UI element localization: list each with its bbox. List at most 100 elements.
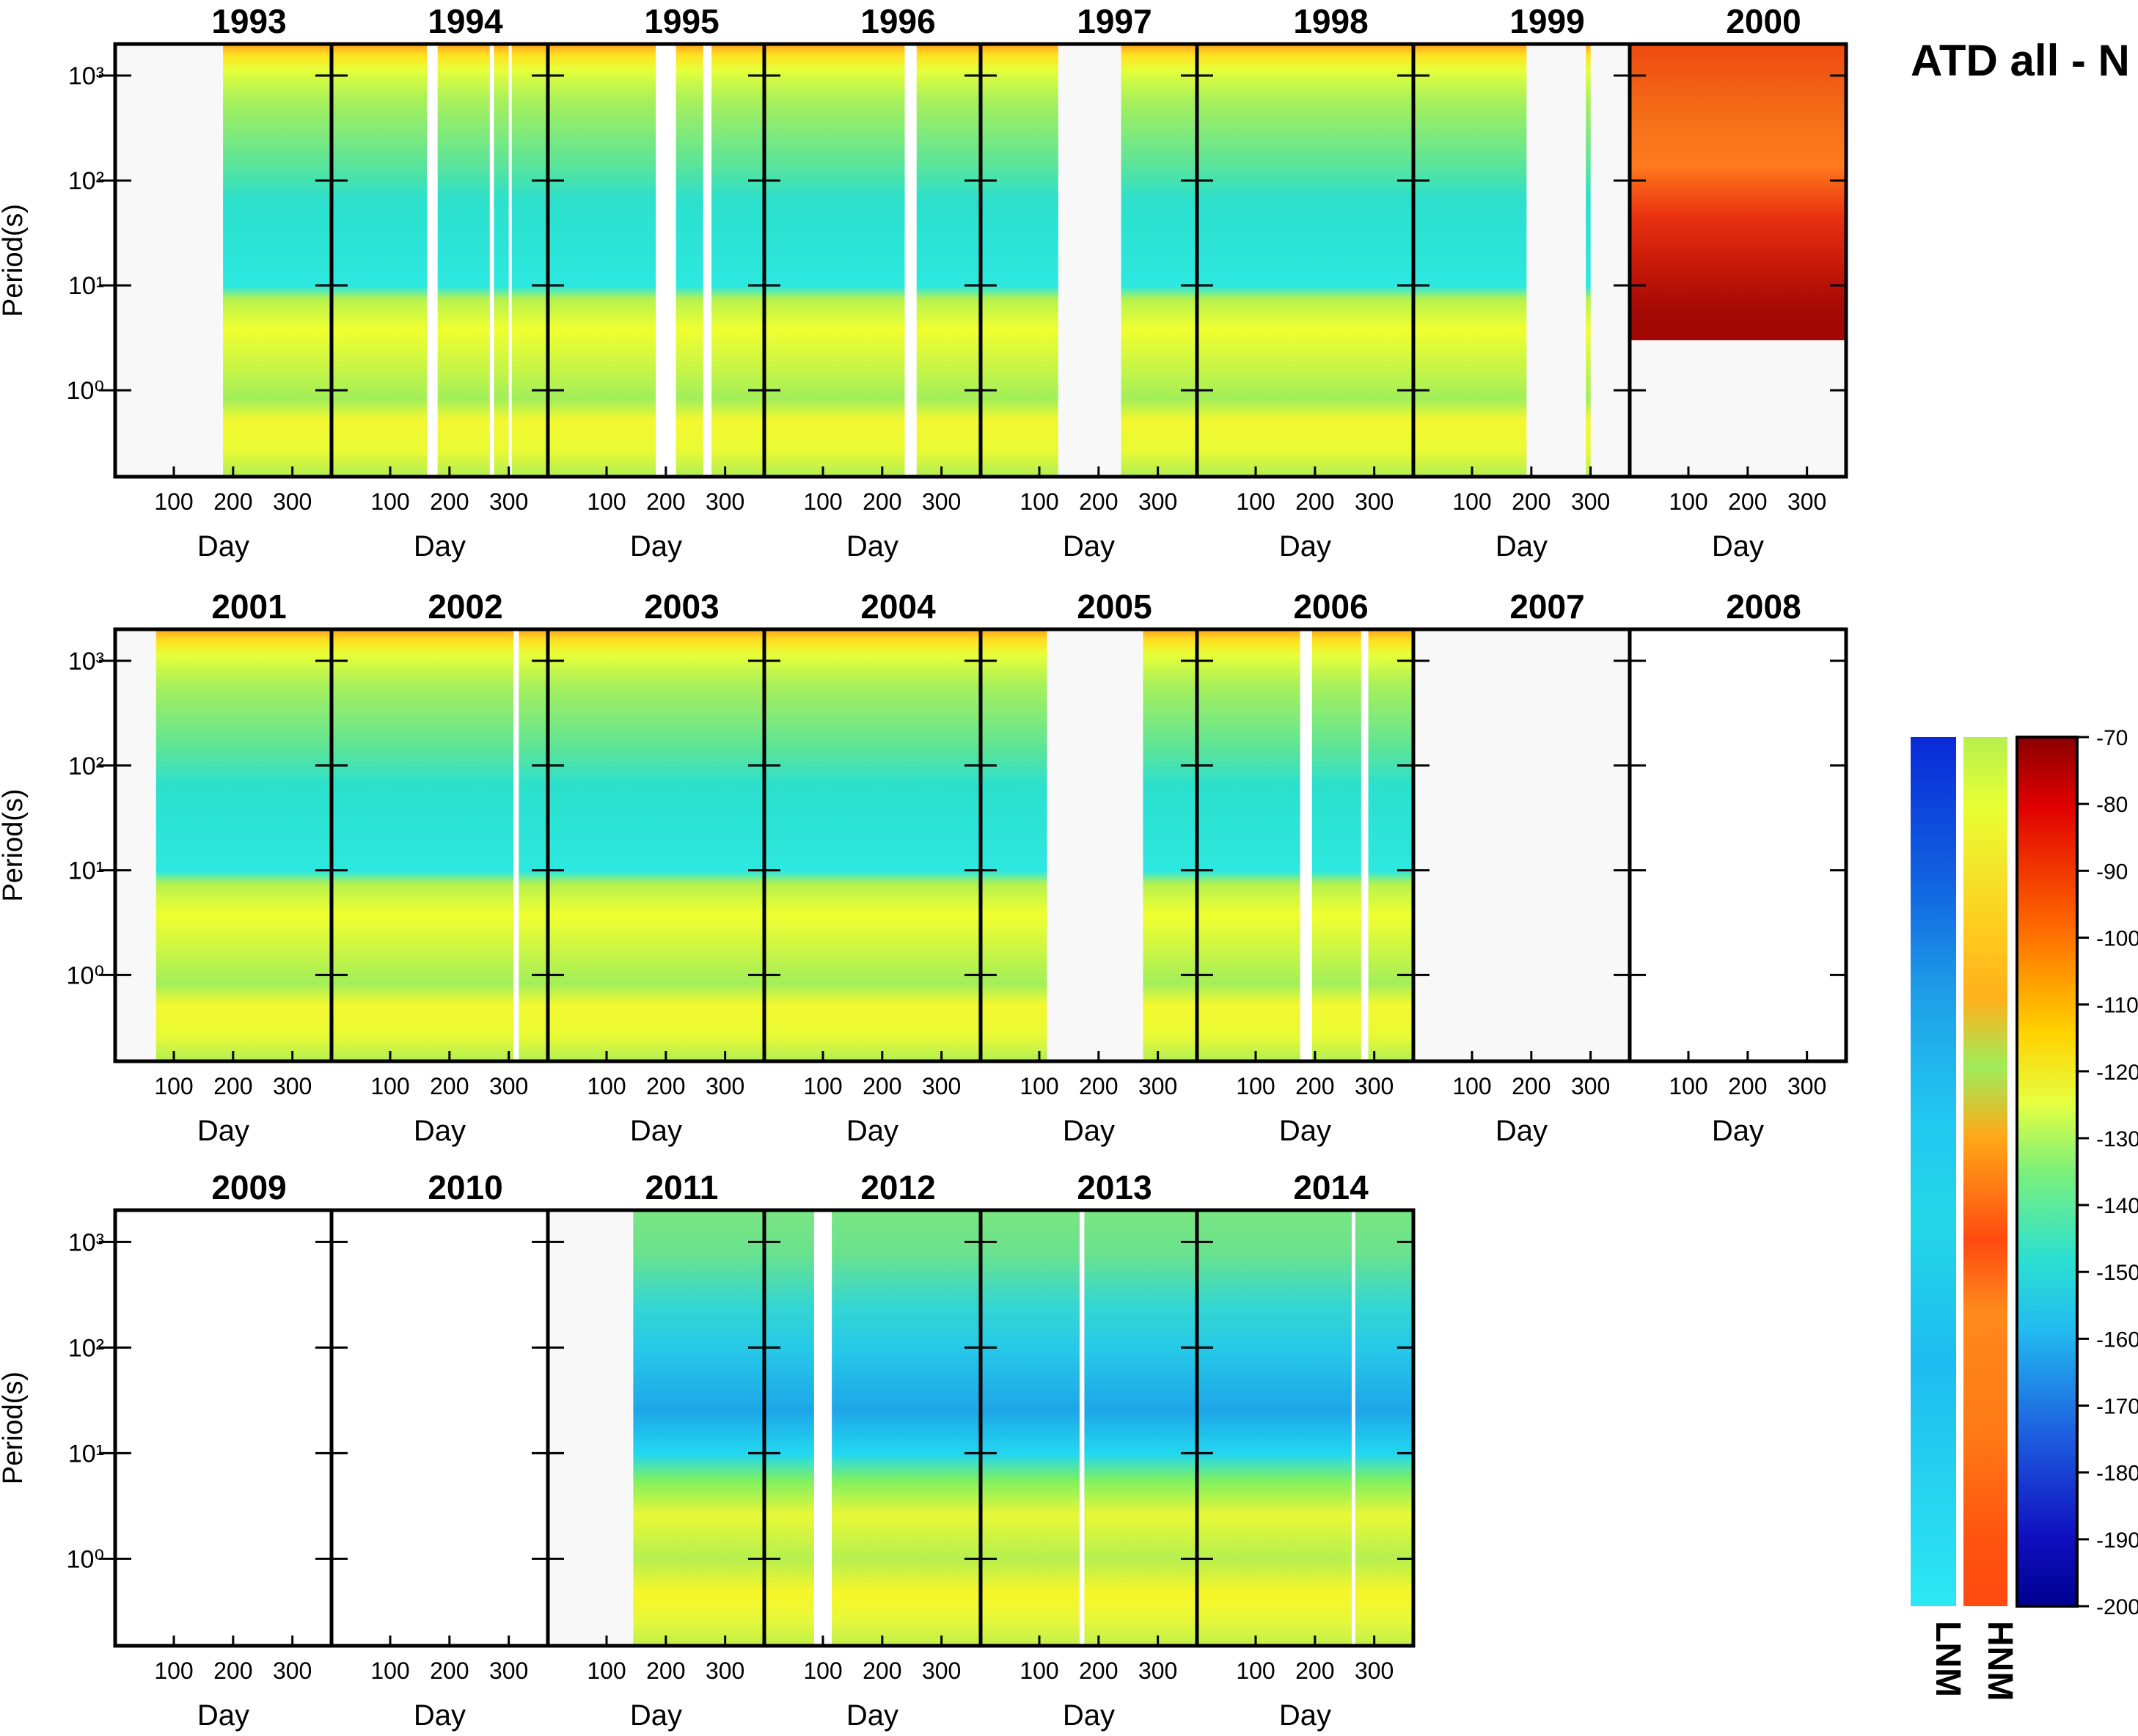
x-tick-label: 200 (646, 488, 685, 515)
x-tick-label: 300 (706, 1658, 744, 1684)
data-gap (904, 44, 917, 477)
panel-year-title: 2007 (1509, 587, 1584, 626)
x-tick-label: 300 (489, 1073, 528, 1099)
x-axis-label: Day (1279, 1699, 1331, 1732)
x-axis-label: Day (1063, 1699, 1115, 1732)
colorbar-tick-label: -160 (2096, 1327, 2138, 1352)
data-gap (548, 1210, 634, 1646)
x-axis-label: Day (846, 530, 898, 563)
data-gap (1079, 1210, 1085, 1646)
x-axis-label: Day (1712, 530, 1764, 563)
y-tick-label: 10¹ (68, 857, 104, 885)
heatmap-band (981, 1210, 1197, 1646)
y-axis-label: Period(s) (0, 1371, 29, 1484)
x-tick-label: 300 (273, 1073, 312, 1099)
panel-year-title: 2011 (645, 1168, 719, 1206)
heatmap-band (332, 44, 548, 477)
data-gap (813, 1210, 832, 1646)
x-axis-label: Day (197, 1115, 249, 1147)
panel-year-title: 1995 (644, 2, 719, 40)
x-tick-label: 100 (370, 1073, 409, 1099)
panel-2003: 2003 100 200 300 Day (532, 587, 764, 1147)
x-axis-label: Day (414, 1699, 466, 1732)
colorbar-tick-label: -140 (2096, 1194, 2138, 1218)
hnm-bar (1963, 737, 2007, 1606)
x-tick-label: 100 (803, 1658, 842, 1684)
x-tick-label: 300 (489, 1658, 528, 1684)
x-tick-label: 100 (1019, 1073, 1058, 1099)
panel-2000: 2000 100 200 300 Day (1614, 2, 1846, 563)
panel-2014: 2014 100 200 300 Day (1181, 1168, 1413, 1732)
colorbar-tick-label: -180 (2096, 1462, 2138, 1486)
y-tick-label: 10³ (68, 1228, 104, 1256)
data-gap (489, 44, 494, 477)
x-tick-label: 200 (646, 1073, 685, 1099)
data-gap (427, 44, 438, 477)
panel-2005: 2005 100 200 300 Day (964, 587, 1197, 1147)
panel-year-title: 1994 (428, 2, 503, 40)
colorbar-tick-label: -190 (2096, 1528, 2138, 1553)
colorbar-tick-label: -150 (2096, 1261, 2138, 1285)
colorbar-tick-label: -130 (2096, 1127, 2138, 1151)
x-axis-label: Day (414, 1115, 466, 1147)
panel-year-title: 2012 (860, 1168, 935, 1206)
panel-year-title: 2014 (1293, 1168, 1369, 1206)
x-tick-label: 300 (1787, 1073, 1826, 1099)
panel-2008: 2008 100 200 300 Day (1614, 587, 1826, 1147)
panel-year-title: 1998 (1293, 2, 1368, 40)
y-tick-label: 10⁰ (67, 377, 104, 405)
y-tick-label: 10² (68, 1334, 104, 1362)
x-tick-label: 300 (922, 1073, 961, 1099)
panel-2010: 2010 100 200 300 Day (315, 1168, 528, 1732)
panel-2004: 2004 100 200 300 Day (748, 587, 981, 1147)
x-axis-label: Day (1495, 1115, 1548, 1147)
x-tick-label: 100 (803, 488, 842, 515)
x-tick-label: 200 (430, 488, 469, 515)
heatmap-band (764, 44, 981, 477)
y-axis-label: Period(s) (0, 204, 29, 317)
panel-2006: 2006 100 200 300 Day (1181, 587, 1413, 1147)
x-tick-label: 300 (273, 488, 312, 515)
x-axis-label: Day (197, 530, 249, 563)
panel-year-title: 2004 (860, 587, 936, 626)
x-tick-label: 100 (1019, 488, 1058, 515)
x-tick-label: 200 (1295, 1658, 1334, 1684)
x-tick-label: 300 (1787, 488, 1826, 515)
panel-year-title: 1997 (1077, 2, 1152, 40)
x-tick-label: 200 (1728, 1073, 1767, 1099)
data-gap (115, 44, 224, 477)
x-axis-label: Day (1063, 1115, 1115, 1147)
panel-1993: 1993 100 200 300 Day (99, 2, 332, 563)
x-axis-label: Day (1495, 530, 1548, 563)
heatmap-band (332, 629, 548, 1061)
panel-year-title: 1993 (211, 2, 286, 40)
x-tick-label: 300 (1138, 1073, 1177, 1099)
x-axis-label: Day (630, 1699, 682, 1732)
y-tick-label: 10³ (68, 62, 104, 90)
reference-bar-label: HNM (1980, 1621, 2019, 1701)
x-tick-label: 100 (1669, 488, 1707, 515)
x-tick-label: 300 (922, 1658, 961, 1684)
x-tick-label: 100 (1669, 1073, 1707, 1099)
x-tick-label: 100 (587, 1073, 626, 1099)
data-gap (1361, 629, 1369, 1061)
x-tick-label: 100 (1452, 488, 1491, 515)
x-tick-label: 200 (1295, 1073, 1334, 1099)
x-tick-label: 200 (213, 488, 252, 515)
x-axis-label: Day (1279, 1115, 1331, 1147)
y-tick-label: 10¹ (68, 1440, 104, 1468)
x-axis-label: Day (1712, 1115, 1764, 1147)
x-tick-label: 200 (1295, 488, 1334, 515)
data-gap (1058, 44, 1121, 477)
data-gap (115, 629, 156, 1061)
panel-year-title: 2009 (211, 1168, 286, 1206)
data-gap (1590, 44, 1630, 477)
x-tick-label: 300 (489, 488, 528, 515)
x-axis-label: Day (1063, 530, 1115, 563)
panel-1999: 1999 100 200 300 Day (1397, 2, 1630, 563)
x-tick-label: 200 (863, 1658, 901, 1684)
x-axis-label: Day (846, 1115, 898, 1147)
x-tick-label: 300 (1138, 1658, 1177, 1684)
data-gap (508, 44, 512, 477)
